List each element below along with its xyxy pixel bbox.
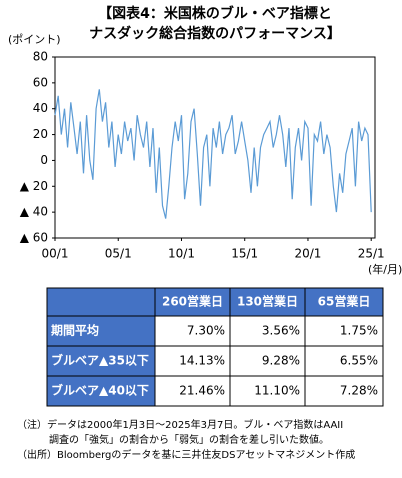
table-cell xyxy=(304,375,384,407)
y-tick-label: ▲ 40 xyxy=(20,205,48,219)
table-text: 9.28% xyxy=(262,354,300,368)
x-tick-label: 00/1 xyxy=(42,247,69,261)
table-text: 21.46% xyxy=(179,384,225,398)
y-tick-label: 20 xyxy=(33,127,48,141)
table-text: ブルベア▲40以下 xyxy=(51,383,149,398)
table-corner xyxy=(46,287,156,317)
table-cell xyxy=(304,287,384,317)
table-text: 65営業日 xyxy=(318,294,371,309)
table-text: 260営業日 xyxy=(162,294,223,309)
table-cell xyxy=(229,375,306,407)
table-cell xyxy=(229,315,306,347)
table-text: ブルベア▲35以下 xyxy=(51,353,149,368)
table-cell xyxy=(46,345,156,377)
table-text: 3.56% xyxy=(262,324,300,338)
x-tick-label: 05/1 xyxy=(105,247,132,261)
table-text: 6.55% xyxy=(340,354,378,368)
table-cell xyxy=(46,375,156,407)
table-text: 7.30% xyxy=(187,324,225,338)
x-tick-label: 25/1 xyxy=(358,247,385,261)
series-line xyxy=(54,89,372,219)
y-tick-label: ▲ 20 xyxy=(20,179,48,193)
table-cell xyxy=(154,375,231,407)
table-text: 期間平均 xyxy=(51,323,99,338)
x-tick-label: 15/1 xyxy=(231,247,258,261)
x-label: (年/月) xyxy=(368,262,402,276)
y-tick-label: ▲ 60 xyxy=(20,231,48,245)
table-cell xyxy=(304,315,384,347)
title-line: ナスダック総合指数のパフォーマンス】 xyxy=(89,25,341,42)
table-text: 1.75% xyxy=(340,324,378,338)
note: （注）データは2000年1月3日～2025年3月7日。ブル・ベア指数はAAII xyxy=(17,418,343,431)
x-tick-label: 20/1 xyxy=(294,247,321,261)
y-tick-label: 40 xyxy=(33,101,48,115)
note: （出所）Bloombergのデータを基に三井住友DSアセットマネジメント作成 xyxy=(17,448,355,461)
table-text: 14.13% xyxy=(179,354,225,368)
table-text: 11.10% xyxy=(254,384,300,398)
title-line: 【図表4：米国株のブル・ベア指標と xyxy=(98,5,332,22)
table-text: 7.28% xyxy=(340,384,378,398)
note: 調査の「強気」の割合から「弱気」の割合を差し引いた数値。 xyxy=(49,433,329,446)
x-tick-label: 10/1 xyxy=(168,247,195,261)
plot-frame xyxy=(54,56,376,239)
table-text: 130営業日 xyxy=(237,294,298,309)
y-tick-label: 60 xyxy=(33,75,48,89)
y-label: (ポイント) xyxy=(8,33,61,46)
y-tick-label: 0 xyxy=(40,153,48,167)
y-tick-label: 80 xyxy=(33,50,48,64)
table-cell xyxy=(304,345,384,377)
table-cell xyxy=(229,345,306,377)
